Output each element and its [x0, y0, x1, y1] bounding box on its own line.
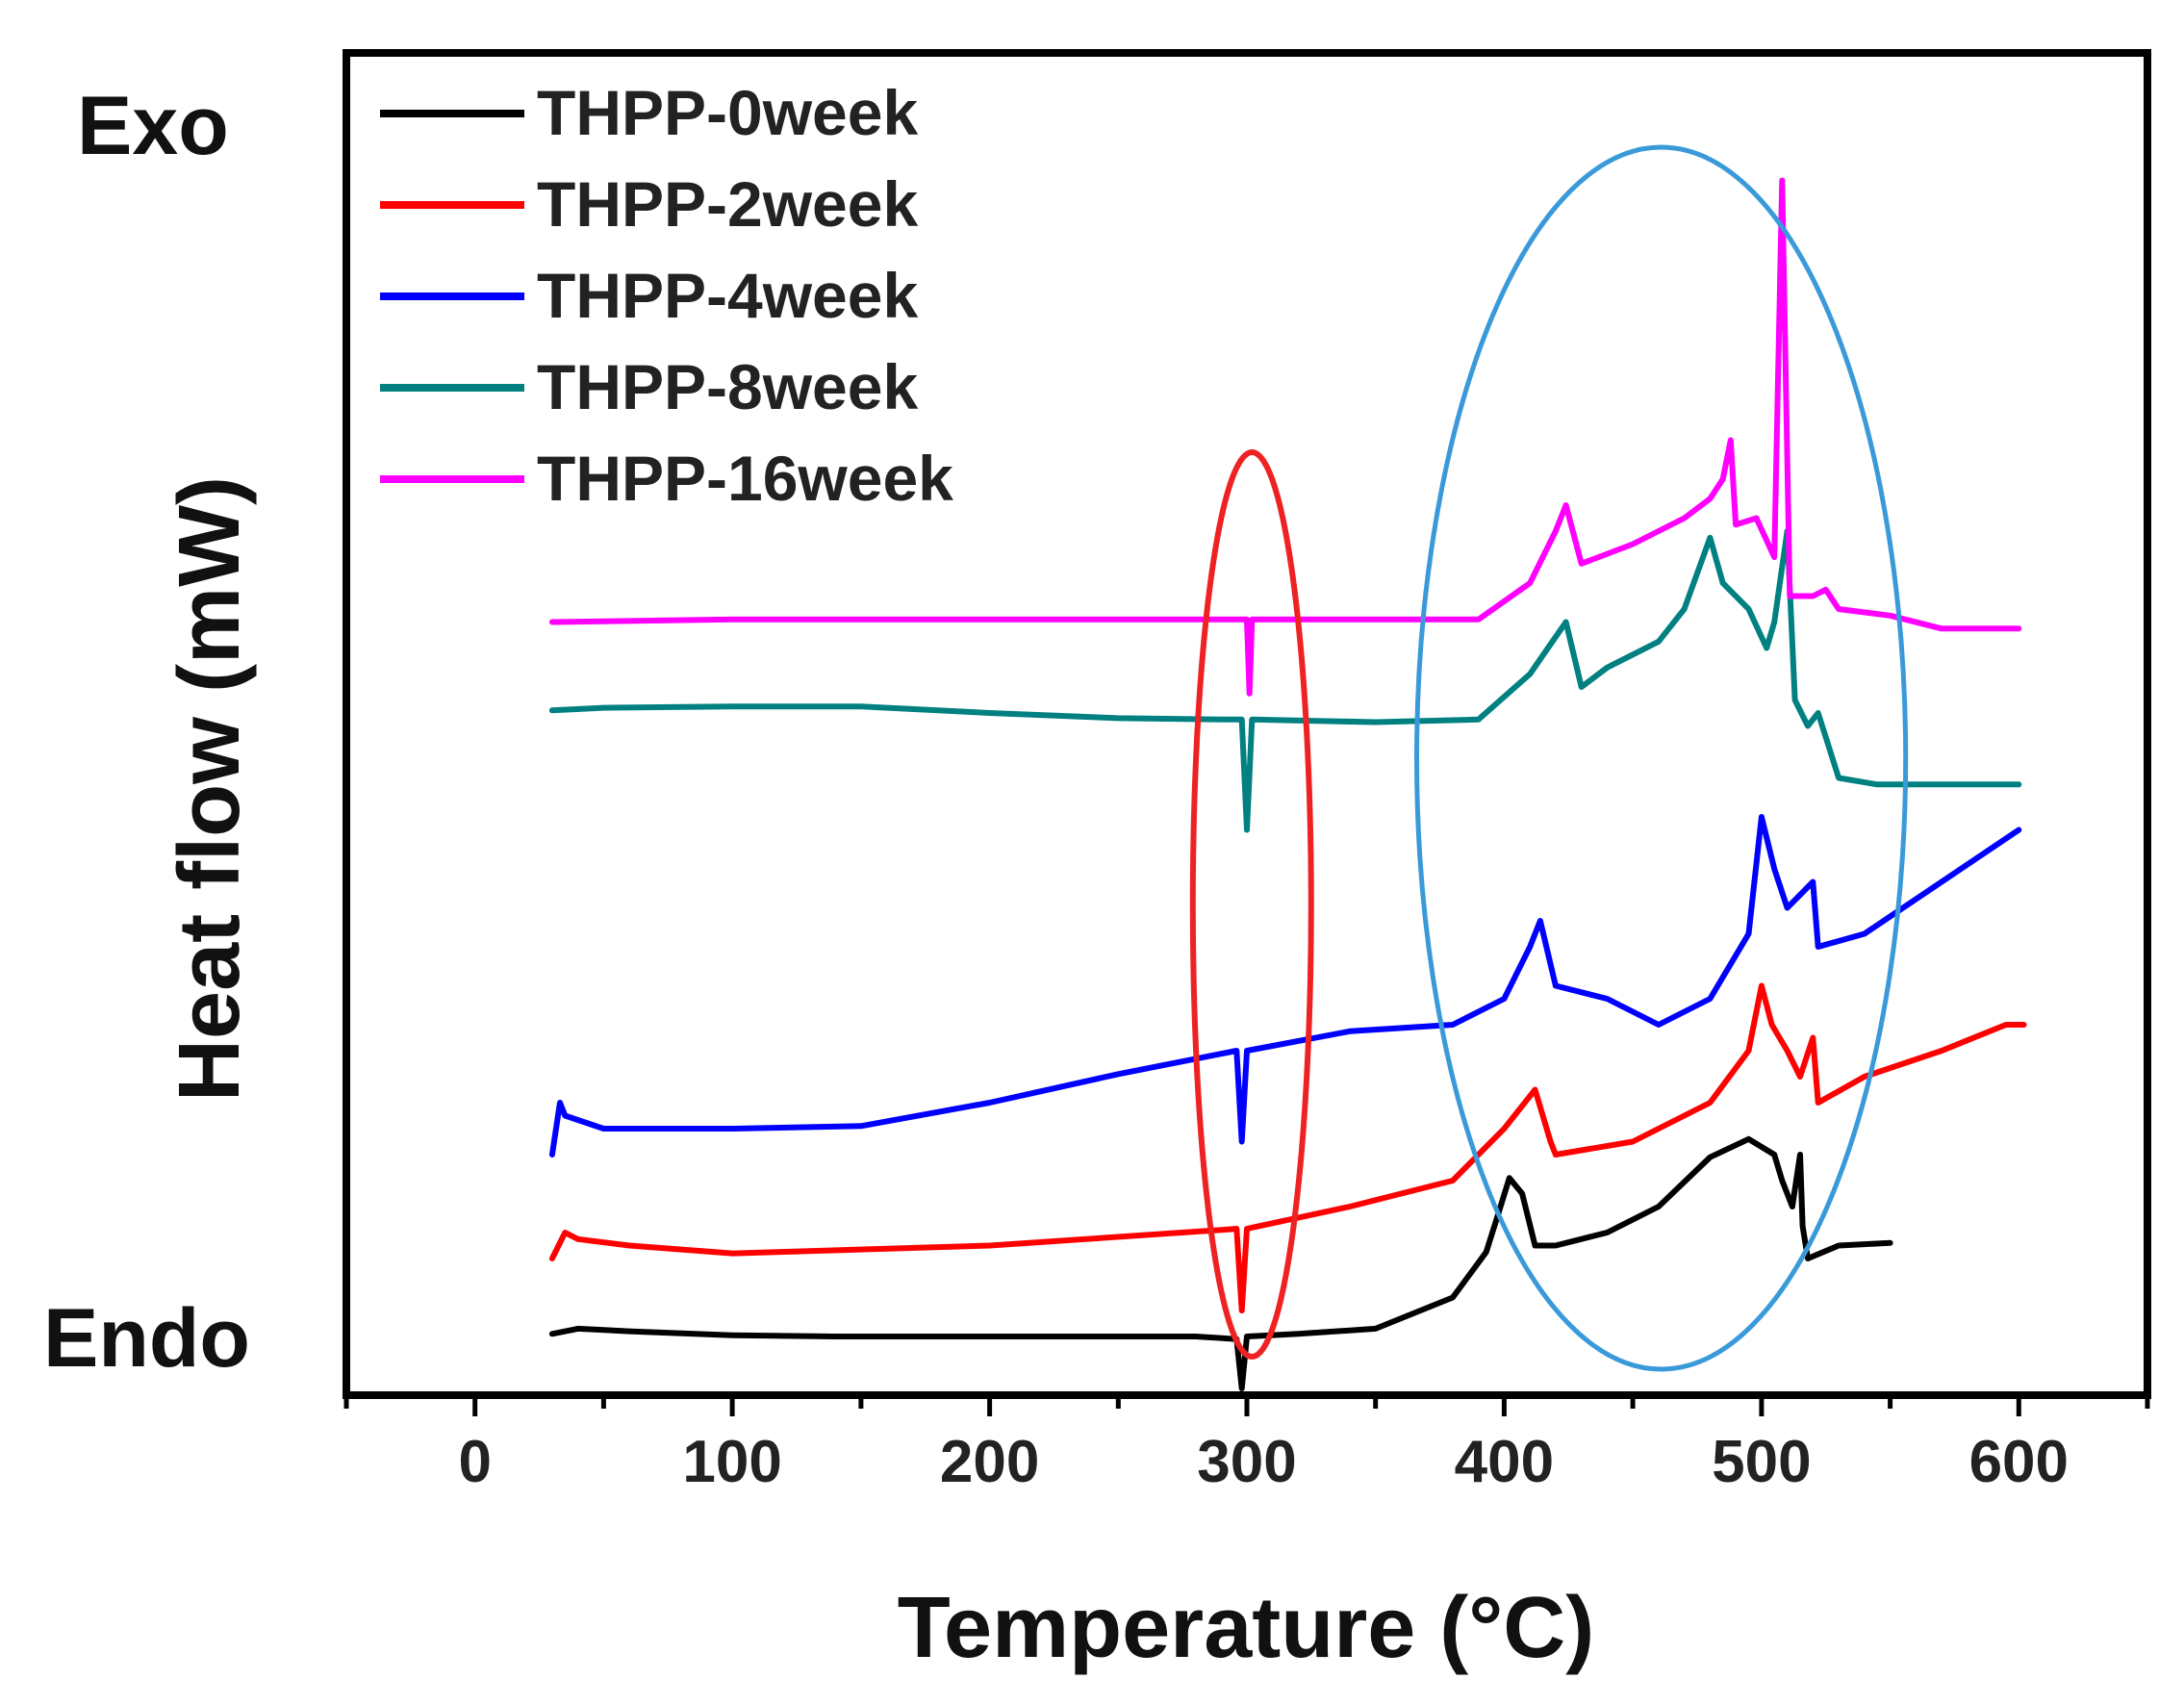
legend: THPP-0week THPP-2week THPP-4week THPP-8week… — [380, 77, 953, 514]
plot-frame — [343, 49, 2151, 1399]
legend-label-thpp-0week: THPP-0week — [537, 77, 918, 148]
series-line-thpp-2week — [548, 982, 2027, 1313]
y-axis-label: Heat flow (mW) — [162, 476, 258, 1102]
x-tick-label-0: 0 — [458, 1429, 491, 1495]
x-axis: 0 100 200 300 400 500 600 — [343, 1395, 2150, 1495]
highlight-ellipse-1 — [1189, 449, 1314, 1360]
endo-annotation: Endo — [43, 1292, 250, 1385]
series-line-thpp-0week — [548, 1135, 1893, 1391]
x-tick-label-300: 300 — [1197, 1429, 1296, 1495]
exo-annotation: Exo — [77, 80, 229, 172]
x-tick-label-100: 100 — [682, 1429, 781, 1495]
legend-label-thpp-8week: THPP-8week — [537, 351, 918, 422]
x-tick-label-600: 600 — [1969, 1429, 2069, 1495]
series-line-thpp-8week — [548, 528, 2022, 833]
series-layer — [548, 177, 2027, 1391]
x-tick-label-200: 200 — [940, 1429, 1039, 1495]
legend-label-thpp-16week: THPP-16week — [537, 443, 953, 514]
x-axis-label: Temperature (°C) — [898, 1580, 1594, 1676]
legend-label-thpp-2week: THPP-2week — [537, 168, 918, 240]
highlight-layer — [1189, 144, 1909, 1372]
x-tick-label-500: 500 — [1712, 1429, 1811, 1495]
x-tick-label-400: 400 — [1455, 1429, 1554, 1495]
series-line-thpp-4week — [548, 814, 2022, 1158]
highlight-ellipse-2 — [1414, 144, 1909, 1372]
series-line-thpp-16week — [548, 177, 2022, 697]
legend-label-thpp-4week: THPP-4week — [537, 260, 918, 331]
